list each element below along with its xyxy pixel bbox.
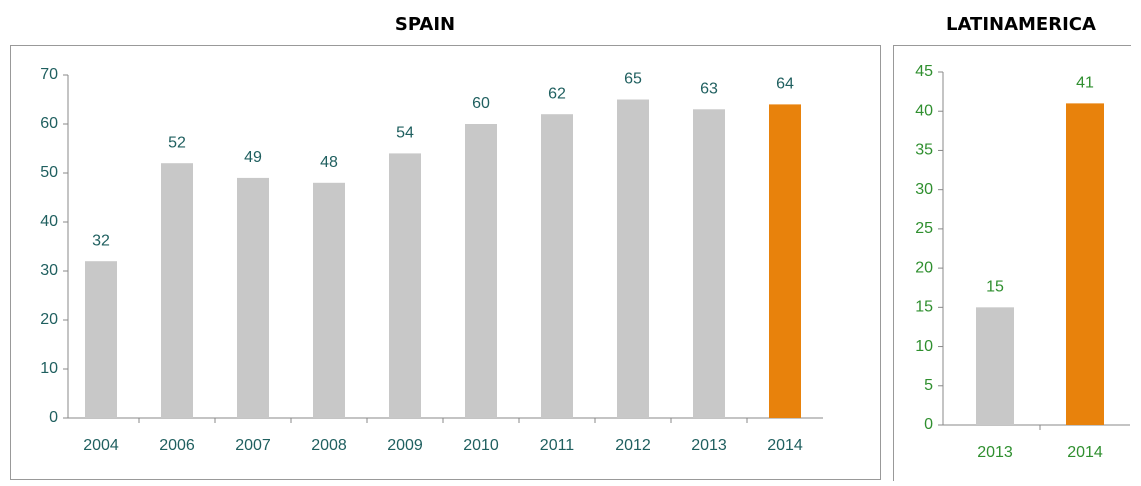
bar <box>541 114 573 418</box>
bar <box>237 177 269 418</box>
bar <box>769 104 801 419</box>
value-label: 65 <box>624 71 642 88</box>
x-tick-label: 2004 <box>83 437 119 454</box>
chart-latinamerica: LATINAMERICA 0 5 10 15 20 25 30 35 40 45 2013 15 2014… <box>915 14 1130 461</box>
bar <box>1066 103 1104 425</box>
x-tick-label: 2008 <box>311 437 347 454</box>
y-tick-label: 25 <box>915 220 933 237</box>
y-tick-label: 70 <box>40 66 58 83</box>
bar <box>617 99 649 418</box>
bar <box>465 124 497 418</box>
x-tick-label: 2012 <box>615 437 651 454</box>
y-tick-label: 40 <box>40 213 58 230</box>
bar <box>976 307 1014 425</box>
x-tick-label: 2007 <box>235 437 271 454</box>
bar <box>85 261 117 418</box>
x-tick-label: 2006 <box>159 437 195 454</box>
y-tick-label: 40 <box>915 102 933 119</box>
y-tick-label: 30 <box>915 181 933 198</box>
y-tick-label: 10 <box>915 338 933 355</box>
value-label: 64 <box>776 76 794 93</box>
x-tick-label: 2011 <box>540 437 575 454</box>
bar <box>313 182 345 418</box>
value-label: 63 <box>700 81 718 98</box>
x-tick-label: 2013 <box>977 444 1013 461</box>
x-tick-label: 2013 <box>691 437 727 454</box>
value-label: 60 <box>472 95 490 112</box>
value-label: 54 <box>396 125 414 142</box>
y-tick-label: 0 <box>49 409 58 426</box>
value-label: 48 <box>320 154 338 171</box>
y-tick-label: 10 <box>40 360 58 377</box>
value-label: 32 <box>92 232 110 249</box>
bar <box>389 153 421 418</box>
y-tick-label: 60 <box>40 115 58 132</box>
y-tick-label: 5 <box>924 377 933 394</box>
bar <box>161 163 193 418</box>
value-label: 15 <box>986 279 1004 296</box>
value-label: 52 <box>168 134 186 151</box>
chart-title: LATINAMERICA <box>946 14 1096 35</box>
x-tick-label: 2010 <box>463 437 499 454</box>
x-tick-label: 2014 <box>767 437 803 454</box>
value-label: 49 <box>244 149 262 166</box>
y-tick-label: 0 <box>924 416 933 433</box>
x-tick-label: 2009 <box>387 437 423 454</box>
chart-title: SPAIN <box>395 14 455 35</box>
value-label: 41 <box>1076 75 1094 92</box>
chart-spain: SPAIN 0 10 20 30 40 50 60 70 2004 32 2006 52 2007 49 20… <box>40 14 823 454</box>
y-tick-label: 20 <box>40 311 58 328</box>
value-label: 62 <box>548 85 566 102</box>
y-tick-label: 45 <box>915 63 933 80</box>
y-tick-label: 15 <box>915 299 933 316</box>
y-tick-label: 30 <box>40 262 58 279</box>
x-tick-label: 2014 <box>1067 444 1103 461</box>
bar <box>693 109 725 419</box>
panel-border <box>10 45 881 480</box>
y-tick-label: 20 <box>915 259 933 276</box>
y-tick-label: 50 <box>40 164 58 181</box>
y-tick-label: 35 <box>915 142 933 159</box>
